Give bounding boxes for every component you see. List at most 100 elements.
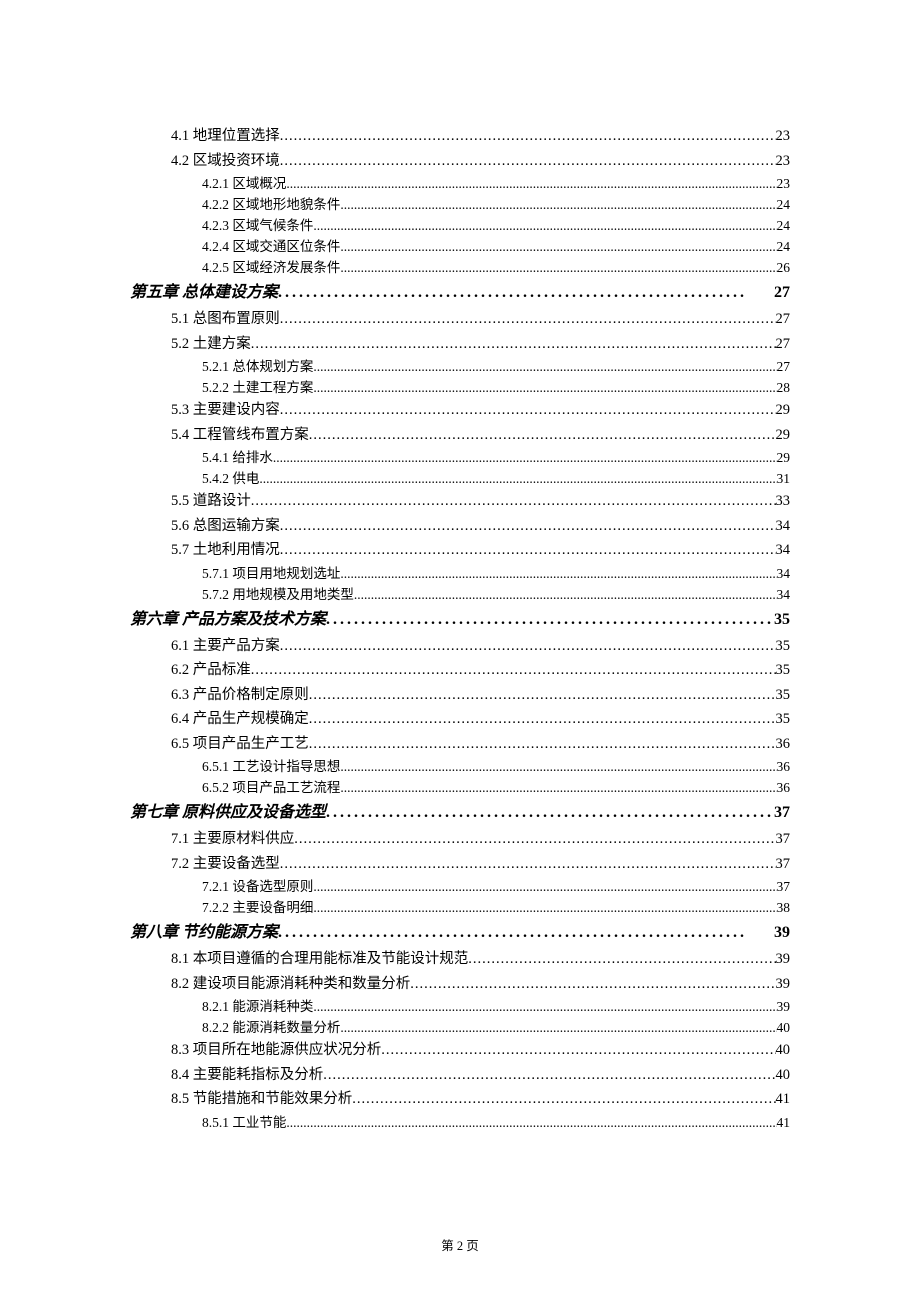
toc-leader-dots [340, 194, 776, 215]
toc-entry-label: 8.5.1 工业节能 [202, 1112, 286, 1133]
toc-leader-dots [340, 236, 776, 257]
toc-entry-page: 34 [776, 514, 791, 539]
toc-entry: 7.2 主要设备选型37 [171, 852, 790, 877]
toc-leader-dots [323, 1063, 775, 1088]
toc-leader-dots [273, 447, 777, 468]
toc-entry: 7.2.2 主要设备明细38 [202, 897, 790, 918]
toc-entry-page: 27 [777, 356, 791, 377]
toc-entry-label: 5.5 道路设计 [171, 489, 251, 514]
toc-entry-label: 5.2.1 总体规划方案 [202, 356, 313, 377]
toc-entry: 5.1 总图布置原则 27 [171, 307, 790, 332]
toc-entry-page: 24 [777, 236, 791, 257]
toc-entry-page: 26 [777, 257, 791, 278]
toc-entry: 4.2.5 区域经济发展条件 26 [202, 257, 790, 278]
toc-entry: 5.4.2 供电31 [202, 468, 790, 489]
toc-entry-label: 6.2 产品标准 [171, 658, 251, 683]
toc-entry-page: 40 [776, 1063, 791, 1088]
toc-entry-label: 5.4 工程管线布置方案 [171, 423, 309, 448]
toc-entry-page: 37 [774, 798, 790, 827]
toc-leader-dots [340, 563, 776, 584]
toc-leader-dots [280, 514, 776, 539]
toc-entry: 5.2 土建方案27 [171, 332, 790, 357]
toc-entry: 8.3 项目所在地能源供应状况分析40 [171, 1038, 790, 1063]
toc-entry-page: 35 [774, 605, 790, 634]
toc-entry-label: 第八章 节约能源方案 [130, 918, 278, 947]
toc-leader-dots [340, 777, 776, 798]
toc-entry-label: 第七章 原料供应及设备选型 [130, 798, 326, 827]
page-number: 第 2 页 [441, 1239, 479, 1253]
toc-entry: 6.5.1 工艺设计指导思想36 [202, 756, 790, 777]
toc-entry-page: 41 [776, 1087, 791, 1112]
toc-entry-label: 4.2 区域投资环境 [171, 149, 280, 174]
toc-entry: 6.5 项目产品生产工艺36 [171, 732, 790, 757]
toc-entry-page: 34 [777, 563, 791, 584]
toc-entry-label: 6.1 主要产品方案 [171, 634, 280, 659]
toc-entry-page: 27 [776, 307, 791, 332]
toc-entry-label: 4.2.2 区域地形地貌条件 [202, 194, 340, 215]
toc-entry: 第七章 原料供应及设备选型 37 [130, 798, 790, 827]
toc-leader-dots [309, 683, 776, 708]
toc-entry: 5.5 道路设计 33 [171, 489, 790, 514]
toc-container: 4.1 地理位置选择234.2 区域投资环境234.2.1 区域概况234.2.… [0, 0, 920, 1133]
toc-entry-label: 4.2.5 区域经济发展条件 [202, 257, 340, 278]
toc-entry-label: 8.2.1 能源消耗种类 [202, 996, 313, 1017]
toc-entry: 4.2.1 区域概况23 [202, 173, 790, 194]
toc-leader-dots [381, 1038, 775, 1063]
toc-leader-dots [251, 658, 776, 683]
toc-entry: 5.7.1 项目用地规划选址34 [202, 563, 790, 584]
toc-entry: 5.2.2 土建工程方案28 [202, 377, 790, 398]
toc-entry: 6.1 主要产品方案35 [171, 634, 790, 659]
toc-leader-dots [340, 1017, 776, 1038]
toc-entry-label: 第五章 总体建设方案 [130, 278, 278, 307]
toc-leader-dots [313, 996, 776, 1017]
toc-leader-dots [280, 398, 776, 423]
toc-entry-label: 4.1 地理位置选择 [171, 124, 280, 149]
toc-entry-page: 28 [777, 377, 791, 398]
toc-entry-label: 8.1 本项目遵循的合理用能标准及节能设计规范 [171, 947, 468, 972]
toc-leader-dots [280, 634, 776, 659]
toc-entry: 8.4 主要能耗指标及分析40 [171, 1063, 790, 1088]
toc-leader-dots [286, 173, 776, 194]
toc-leader-dots [309, 707, 776, 732]
toc-entry-page: 23 [776, 149, 791, 174]
toc-entry-page: 39 [776, 972, 791, 997]
toc-entry-label: 7.1 主要原材料供应 [171, 827, 294, 852]
toc-entry-page: 24 [777, 215, 791, 236]
toc-entry: 4.2.2 区域地形地貌条件24 [202, 194, 790, 215]
toc-leader-dots [286, 1112, 776, 1133]
toc-entry: 4.1 地理位置选择 23 [171, 124, 790, 149]
toc-leader-dots [326, 605, 774, 634]
toc-entry-label: 5.3 主要建设内容 [171, 398, 280, 423]
toc-entry-label: 8.2 建设项目能源消耗种类和数量分析 [171, 972, 410, 997]
toc-entry: 第五章 总体建设方案 27 [130, 278, 790, 307]
toc-entry: 5.3 主要建设内容29 [171, 398, 790, 423]
toc-leader-dots [259, 468, 776, 489]
toc-leader-dots [309, 423, 776, 448]
toc-leader-dots [294, 827, 775, 852]
toc-leader-dots [340, 257, 776, 278]
toc-entry-page: 34 [776, 538, 791, 563]
toc-entry-page: 33 [776, 489, 791, 514]
toc-entry: 8.5.1 工业节能41 [202, 1112, 790, 1133]
toc-entry: 5.2.1 总体规划方案 27 [202, 356, 790, 377]
toc-entry: 第八章 节约能源方案39 [130, 918, 790, 947]
toc-entry-label: 6.5.2 项目产品工艺流程 [202, 777, 340, 798]
toc-entry: 6.5.2 项目产品工艺流程36 [202, 777, 790, 798]
toc-leader-dots [313, 356, 776, 377]
toc-entry-page: 35 [776, 707, 791, 732]
toc-leader-dots [280, 307, 776, 332]
toc-leader-dots [313, 876, 776, 897]
toc-entry-page: 27 [774, 278, 790, 307]
toc-entry-page: 36 [777, 756, 791, 777]
toc-entry-page: 23 [776, 124, 791, 149]
toc-entry-label: 8.2.2 能源消耗数量分析 [202, 1017, 340, 1038]
toc-entry: 5.6 总图运输方案34 [171, 514, 790, 539]
toc-entry: 5.4 工程管线布置方案29 [171, 423, 790, 448]
toc-entry-label: 6.4 产品生产规模确定 [171, 707, 309, 732]
toc-entry: 6.2 产品标准35 [171, 658, 790, 683]
toc-entry: 第六章 产品方案及技术方案35 [130, 605, 790, 634]
toc-leader-dots [313, 215, 776, 236]
toc-entry-label: 5.2 土建方案 [171, 332, 251, 357]
toc-leader-dots [340, 756, 776, 777]
toc-entry-label: 5.1 总图布置原则 [171, 307, 280, 332]
